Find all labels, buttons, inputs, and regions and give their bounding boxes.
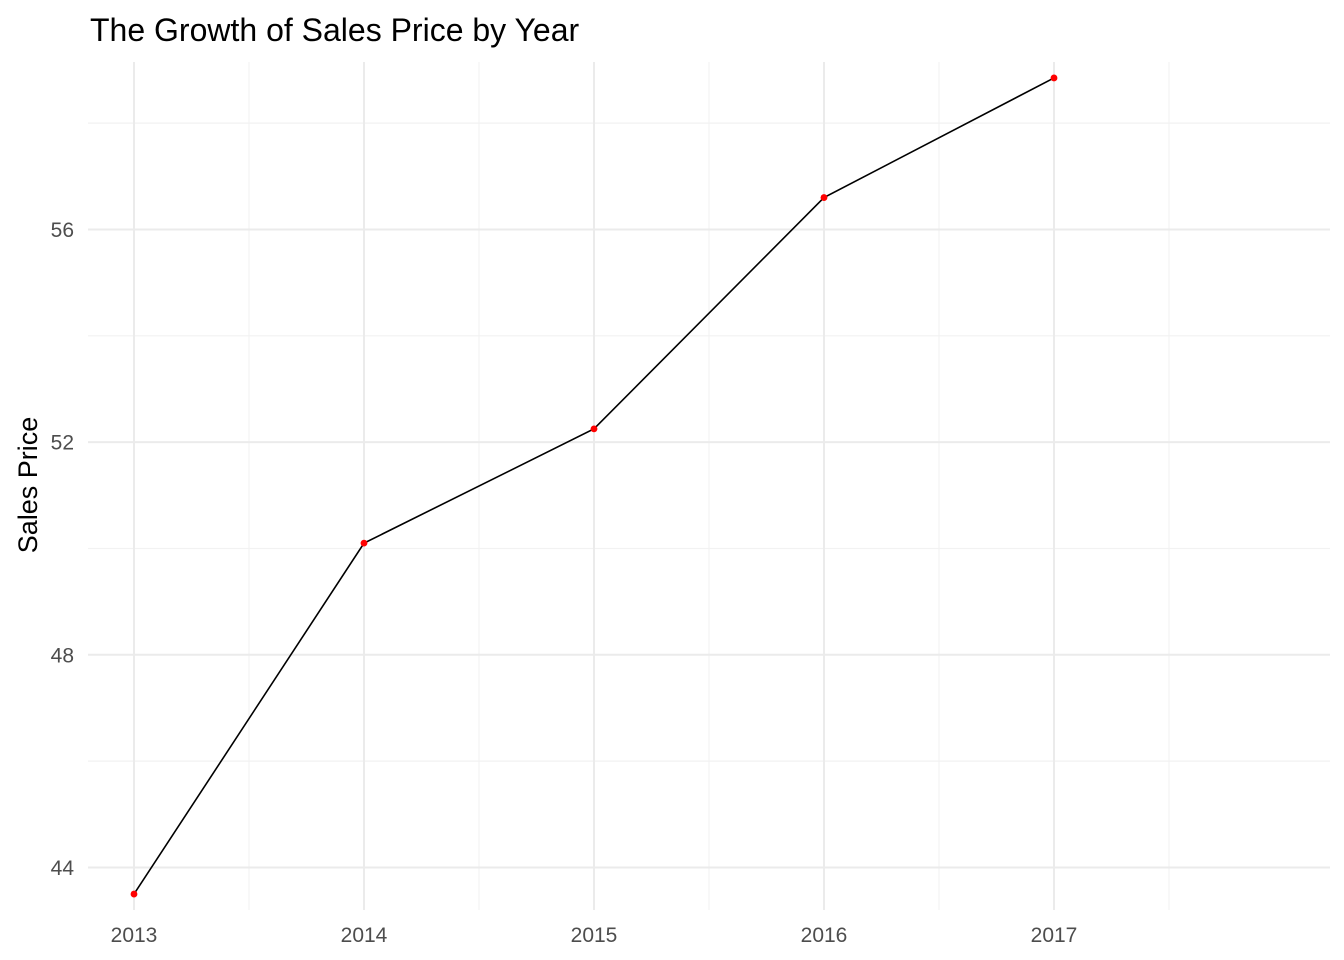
data-point [130, 890, 138, 898]
x-tick-label: 2017 [1031, 924, 1078, 947]
x-tick-label: 2014 [341, 924, 388, 947]
major-gridlines-y [88, 228, 1330, 869]
x-axis-tick-labels: 2013 2014 2015 2016 2017 [111, 924, 1078, 947]
y-tick-label: 44 [51, 857, 75, 880]
minor-gridlines-x [248, 62, 1170, 910]
data-point [820, 194, 828, 201]
y-tick-label: 48 [51, 644, 74, 667]
y-tick-label: 52 [51, 432, 74, 455]
y-tick-label: 56 [51, 219, 74, 242]
data-points [130, 74, 1058, 898]
major-gridlines-x [133, 62, 1055, 910]
data-point [360, 539, 368, 547]
y-axis-title: Sales Price [13, 417, 43, 554]
chart-title: The Growth of Sales Price by Year [90, 12, 579, 48]
data-point [590, 425, 598, 433]
y-axis-tick-labels: 44 48 52 56 [51, 219, 75, 880]
data-point [1050, 74, 1058, 82]
x-tick-label: 2013 [111, 924, 158, 947]
x-tick-label: 2016 [801, 924, 848, 947]
x-tick-label: 2015 [571, 924, 618, 947]
